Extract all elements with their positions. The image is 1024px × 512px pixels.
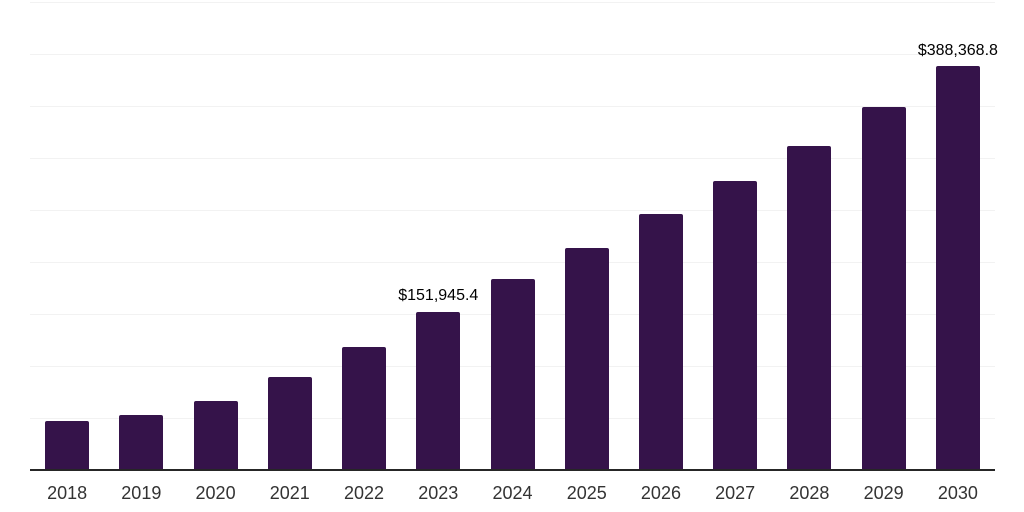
gridline [30,158,995,159]
xtick-2021: 2021 [269,483,310,503]
bar-2020[interactable] [193,401,238,470]
bar-2018[interactable] [45,421,90,470]
gridline [30,210,995,211]
xtick-2018: 2018 [47,483,88,503]
bar-2019[interactable] [119,414,164,470]
x-axis-line [30,469,995,471]
x-axis-labels: 2018 2019 2020 2021 2022 2023 2024 2025 2026 2027… [30,483,995,505]
data-label-2023: $151,945.4 [398,287,479,305]
gridline [30,262,995,263]
gridline [30,106,995,107]
xtick-2025: 2025 [566,483,607,503]
data-label-2030: $388,368.8 [917,41,998,59]
bar-2030[interactable] [935,66,980,470]
xtick-2026: 2026 [640,483,681,503]
bar-2026[interactable] [638,214,683,470]
bar-2021[interactable] [267,377,312,470]
xtick-2029: 2029 [863,483,904,503]
xtick-2024: 2024 [492,483,533,503]
gridline [30,54,995,55]
xtick-2020: 2020 [195,483,236,503]
xtick-2027: 2027 [715,483,756,503]
plot-area: $151,945.4 $388,368.8 [30,2,998,470]
bar-2027[interactable] [713,180,758,470]
xtick-2030: 2030 [937,483,978,503]
xtick-2023: 2023 [418,483,459,503]
bar-2029[interactable] [861,107,906,470]
xtick-2019: 2019 [121,483,162,503]
bar-2024[interactable] [490,279,535,470]
bar-2025[interactable] [564,247,609,470]
xtick-2022: 2022 [344,483,385,503]
bar-2028[interactable] [787,146,832,470]
xtick-2028: 2028 [789,483,830,503]
gridline [30,2,995,3]
bar-2023[interactable] [416,311,461,470]
bar-2022[interactable] [342,346,387,470]
